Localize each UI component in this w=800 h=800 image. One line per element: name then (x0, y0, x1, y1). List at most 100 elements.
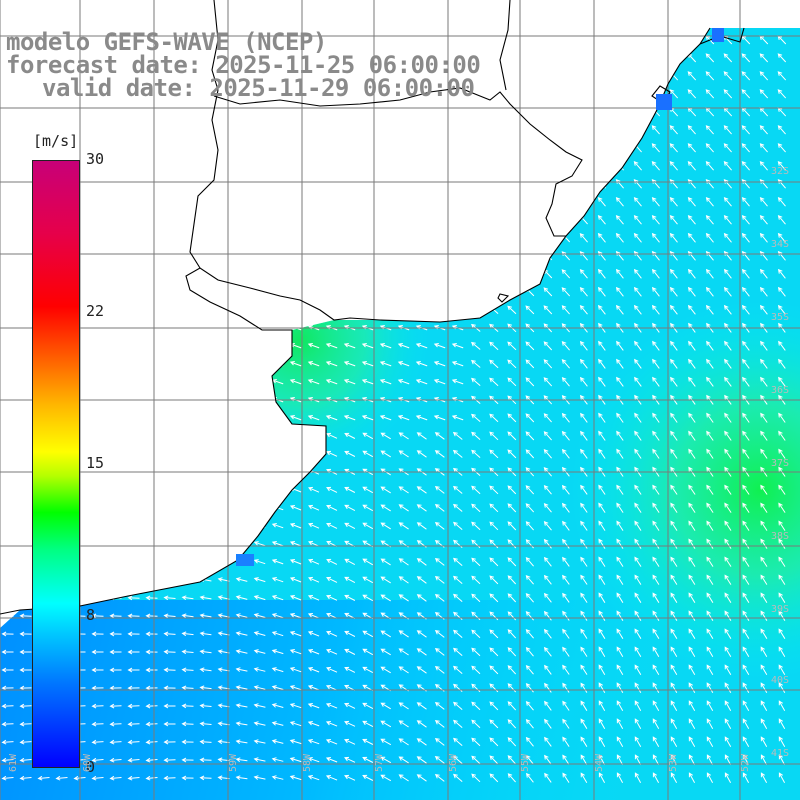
wind-arrow (325, 775, 338, 781)
wind-arrow (562, 592, 570, 603)
wind-arrow (706, 628, 714, 639)
wind-arrow (669, 215, 678, 225)
wind-arrow (235, 721, 248, 726)
wind-arrow (91, 613, 104, 619)
wind-arrow (397, 361, 410, 367)
wind-arrow (652, 430, 660, 441)
wind-arrow (307, 361, 320, 367)
wind-arrow (705, 215, 714, 225)
wind-arrow (562, 574, 570, 585)
wind-arrow (688, 502, 696, 513)
wind-arrow (562, 628, 570, 639)
wind-arrow (598, 646, 606, 657)
wind-arrow (760, 358, 768, 369)
wind-arrow (777, 232, 786, 243)
wind-arrow (253, 775, 266, 780)
wind-arrow (525, 431, 535, 441)
wind-arrow (471, 647, 481, 657)
wind-arrow (453, 773, 463, 782)
colorbar-tick-8: 8 (86, 606, 96, 624)
wind-arrow (688, 718, 696, 730)
wind-arrow (199, 595, 212, 600)
wind-arrow (543, 521, 552, 531)
wind-arrow (109, 703, 122, 709)
wind-arrow (1, 721, 14, 727)
wind-arrow (307, 721, 320, 727)
wind-arrow (91, 703, 104, 709)
wind-arrow (580, 412, 588, 423)
wind-arrow (597, 197, 606, 207)
wind-arrow (562, 754, 570, 765)
wind-arrow (669, 143, 678, 153)
wind-arrow (235, 667, 248, 672)
wind-arrow (489, 629, 499, 639)
wind-arrow (1, 757, 14, 763)
wind-arrow (398, 756, 409, 764)
wind-arrow (289, 775, 302, 781)
wind-arrow (723, 304, 732, 315)
wind-arrow (706, 772, 714, 784)
wind-arrow (127, 757, 140, 763)
wind-arrow (289, 559, 302, 565)
wind-arrow (344, 558, 356, 566)
wind-arrow (742, 538, 750, 549)
wind-arrow (199, 631, 212, 636)
wind-arrow (416, 666, 427, 674)
wind-arrow (271, 739, 284, 744)
wind-arrow (598, 700, 606, 712)
lagoon-marks (236, 28, 724, 566)
wind-arrow (489, 665, 499, 675)
wind-arrow (416, 576, 427, 584)
wind-arrow (778, 376, 786, 387)
wind-arrow (433, 343, 446, 349)
wind-arrow (543, 359, 553, 369)
wind-arrow (777, 53, 787, 63)
wind-arrow (633, 232, 642, 243)
wind-arrow (670, 556, 678, 567)
wind-arrow (706, 610, 714, 621)
wind-arrow (669, 232, 678, 243)
wind-arrow (561, 287, 571, 297)
wind-arrow (343, 379, 356, 385)
wind-arrow (253, 613, 266, 618)
wind-arrow (616, 610, 624, 621)
wind-arrow (434, 485, 445, 494)
wind-arrow (343, 343, 356, 349)
wind-arrow (489, 737, 499, 747)
wind-arrow (307, 685, 320, 691)
wind-arrow (651, 161, 660, 171)
wind-arrow (434, 719, 445, 728)
wind-arrow (615, 215, 624, 225)
wind-arrow (416, 756, 427, 764)
wind-arrow (525, 647, 534, 657)
wind-arrow (271, 613, 284, 619)
wind-arrow (344, 774, 356, 781)
wind-arrow (652, 664, 660, 675)
wind-arrow (380, 432, 391, 440)
wind-arrow (380, 666, 391, 674)
wind-arrow (652, 592, 660, 603)
wind-arrow (580, 628, 588, 639)
wind-arrow (742, 484, 750, 495)
wind-arrow (471, 575, 481, 585)
wind-arrow (271, 721, 284, 726)
wind-arrow (507, 305, 517, 315)
wind-arrow (724, 718, 732, 730)
wind-arrow (652, 376, 660, 387)
wind-arrow (253, 739, 266, 744)
wind-arrow (742, 682, 750, 694)
wind-arrow (416, 738, 427, 746)
wind-arrow (562, 718, 570, 729)
wind-arrow (705, 89, 715, 99)
lat-label: 36S (771, 385, 790, 396)
wind-arrow (344, 756, 356, 763)
wind-arrow (163, 667, 176, 673)
wind-arrow (525, 413, 535, 423)
wind-arrow (615, 232, 624, 243)
wind-arrow (598, 376, 606, 387)
wind-arrow (759, 53, 769, 63)
wind-arrow (634, 700, 642, 712)
wind-arrow (688, 664, 696, 675)
wind-arrow (434, 629, 445, 638)
